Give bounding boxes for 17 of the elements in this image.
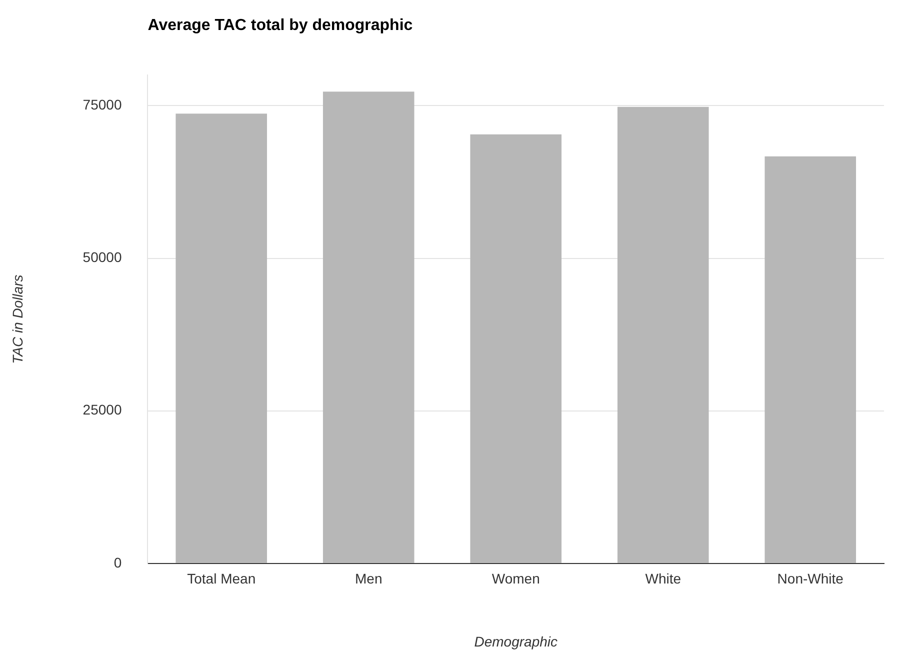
chart-title: Average TAC total by demographic [148,17,413,34]
y-tick-label: 0 [114,554,122,570]
x-tick-label: White [645,570,682,587]
bar [322,92,414,563]
x-tick-label: Women [492,570,540,587]
x-tick-label: Non-White [777,570,844,587]
bar [176,114,268,563]
y-axis-title: TAC in Dollars [9,274,26,364]
y-tick-label: 75000 [82,96,122,113]
x-tick-label: Total Mean [187,570,256,587]
y-tick-label: 25000 [82,402,122,418]
y-tick-label: 50000 [82,249,122,266]
x-axis-title: Demographic [474,633,558,650]
bar [470,134,562,563]
bar [617,106,709,563]
bar [764,156,856,563]
x-tick-label: Men [354,570,382,587]
